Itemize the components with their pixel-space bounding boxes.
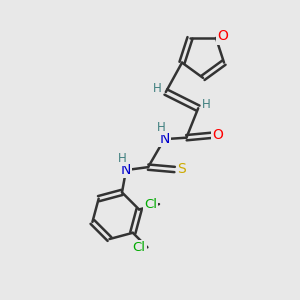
Text: H: H (202, 98, 211, 111)
Text: H: H (118, 152, 127, 165)
Text: Cl: Cl (144, 198, 157, 211)
Text: Cl: Cl (133, 241, 146, 254)
Text: O: O (212, 128, 224, 142)
Text: S: S (178, 163, 186, 176)
Text: N: N (159, 132, 169, 146)
Text: H: H (156, 122, 165, 134)
Text: O: O (217, 29, 228, 44)
Text: H: H (153, 82, 162, 95)
Text: N: N (121, 163, 131, 177)
